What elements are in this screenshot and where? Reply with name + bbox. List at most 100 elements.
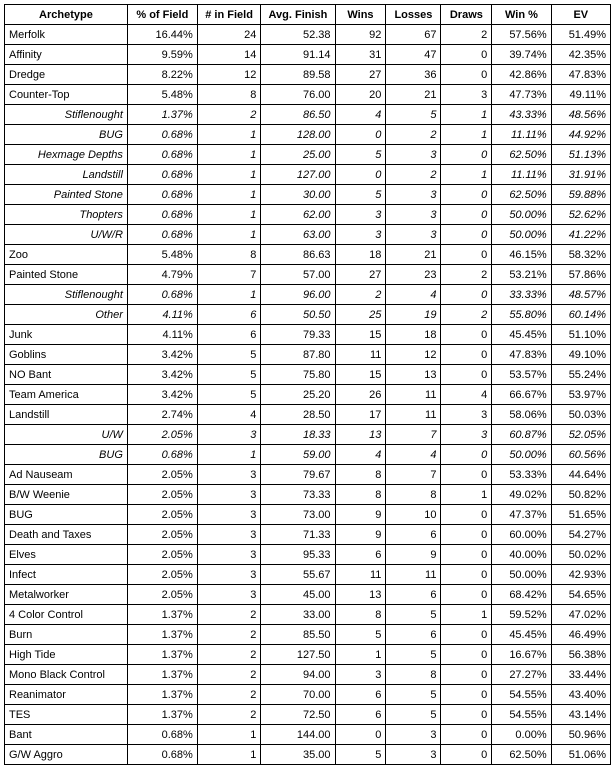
cell-value: 5 xyxy=(197,385,261,405)
cell-value: 15 xyxy=(335,365,386,385)
cell-value: 6 xyxy=(386,625,441,645)
cell-value: 2 xyxy=(386,125,441,145)
cell-value: 2.05% xyxy=(127,465,197,485)
cell-value: 1.37% xyxy=(127,705,197,725)
cell-value: 1 xyxy=(441,105,492,125)
table-row: Landstill0.68%1127.0002111.11%31.91% xyxy=(5,165,611,185)
cell-value: 39.74% xyxy=(492,45,551,65)
cell-value: 58.06% xyxy=(492,405,551,425)
cell-value: 9.59% xyxy=(127,45,197,65)
cell-archetype: Thopters xyxy=(5,205,128,225)
table-row: Merfolk16.44%2452.389267257.56%51.49% xyxy=(5,25,611,45)
cell-value: 18.33 xyxy=(261,425,335,445)
cell-value: 66.67% xyxy=(492,385,551,405)
cell-value: 31.91% xyxy=(551,165,610,185)
cell-archetype: BUG xyxy=(5,505,128,525)
cell-value: 60.00% xyxy=(492,525,551,545)
cell-value: 18 xyxy=(386,325,441,345)
table-row: NO Bant3.42%575.801513053.57%55.24% xyxy=(5,365,611,385)
cell-value: 5 xyxy=(335,185,386,205)
col-draws: Draws xyxy=(441,5,492,25)
cell-value: 45.00 xyxy=(261,585,335,605)
col-win-pct: Win % xyxy=(492,5,551,25)
cell-value: 73.00 xyxy=(261,505,335,525)
cell-value: 0.68% xyxy=(127,725,197,745)
cell-archetype: BUG xyxy=(5,445,128,465)
table-row: Counter-Top5.48%876.002021347.73%49.11% xyxy=(5,85,611,105)
cell-value: 4 xyxy=(335,445,386,465)
cell-value: 14 xyxy=(197,45,261,65)
cell-archetype: High Tide xyxy=(5,645,128,665)
cell-value: 85.50 xyxy=(261,625,335,645)
cell-value: 57.00 xyxy=(261,265,335,285)
cell-value: 5 xyxy=(335,745,386,765)
table-row: BUG0.68%159.0044050.00%60.56% xyxy=(5,445,611,465)
cell-value: 25.20 xyxy=(261,385,335,405)
cell-value: 6 xyxy=(335,705,386,725)
cell-value: 40.00% xyxy=(492,545,551,565)
cell-value: 3 xyxy=(197,505,261,525)
cell-value: 2 xyxy=(197,705,261,725)
cell-value: 144.00 xyxy=(261,725,335,745)
cell-value: 47.83% xyxy=(492,345,551,365)
cell-value: 54.55% xyxy=(492,685,551,705)
cell-archetype: Bant xyxy=(5,725,128,745)
cell-value: 2 xyxy=(197,685,261,705)
cell-archetype: Ad Nauseam xyxy=(5,465,128,485)
cell-archetype: Reanimator xyxy=(5,685,128,705)
cell-value: 0.68% xyxy=(127,445,197,465)
cell-value: 91.14 xyxy=(261,45,335,65)
cell-value: 18 xyxy=(335,245,386,265)
table-row: Mono Black Control1.37%294.0038027.27%33… xyxy=(5,665,611,685)
cell-value: 49.02% xyxy=(492,485,551,505)
cell-value: 72.50 xyxy=(261,705,335,725)
cell-value: 68.42% xyxy=(492,585,551,605)
cell-value: 6 xyxy=(386,525,441,545)
cell-value: 3.42% xyxy=(127,345,197,365)
cell-value: 2 xyxy=(386,165,441,185)
cell-value: 51.65% xyxy=(551,505,610,525)
cell-value: 7 xyxy=(197,265,261,285)
cell-value: 0 xyxy=(441,65,492,85)
table-row: Burn1.37%285.5056045.45%46.49% xyxy=(5,625,611,645)
table-row: Stiflenought0.68%196.0024033.33%48.57% xyxy=(5,285,611,305)
cell-value: 6 xyxy=(335,545,386,565)
cell-archetype: Other xyxy=(5,305,128,325)
cell-value: 3 xyxy=(441,425,492,445)
cell-value: 0 xyxy=(441,45,492,65)
cell-value: 86.63 xyxy=(261,245,335,265)
cell-value: 0 xyxy=(441,365,492,385)
cell-value: 47.02% xyxy=(551,605,610,625)
cell-value: 3 xyxy=(386,745,441,765)
cell-value: 12 xyxy=(386,345,441,365)
cell-archetype: Infect xyxy=(5,565,128,585)
cell-value: 52.05% xyxy=(551,425,610,445)
table-row: Zoo5.48%886.631821046.15%58.32% xyxy=(5,245,611,265)
cell-value: 59.00 xyxy=(261,445,335,465)
cell-value: 50.02% xyxy=(551,545,610,565)
cell-value: 2.05% xyxy=(127,585,197,605)
cell-value: 5 xyxy=(386,645,441,665)
cell-value: 23 xyxy=(386,265,441,285)
cell-value: 0.68% xyxy=(127,145,197,165)
table-row: Goblins3.42%587.801112047.83%49.10% xyxy=(5,345,611,365)
cell-value: 0 xyxy=(441,745,492,765)
cell-value: 58.32% xyxy=(551,245,610,265)
table-row: Bant0.68%1144.000300.00%50.96% xyxy=(5,725,611,745)
cell-value: 60.87% xyxy=(492,425,551,445)
cell-value: 27 xyxy=(335,265,386,285)
table-row: Ad Nauseam2.05%379.6787053.33%44.64% xyxy=(5,465,611,485)
cell-archetype: Goblins xyxy=(5,345,128,365)
table-row: U/W2.05%318.33137360.87%52.05% xyxy=(5,425,611,445)
cell-value: 44.64% xyxy=(551,465,610,485)
cell-value: 53.97% xyxy=(551,385,610,405)
archetype-table: Archetype % of Field # in Field Avg. Fin… xyxy=(4,4,611,765)
cell-value: 7 xyxy=(386,465,441,485)
table-row: Junk4.11%679.331518045.45%51.10% xyxy=(5,325,611,345)
cell-value: 51.10% xyxy=(551,325,610,345)
cell-value: 47 xyxy=(386,45,441,65)
cell-value: 0 xyxy=(441,205,492,225)
table-row: Elves2.05%395.3369040.00%50.02% xyxy=(5,545,611,565)
cell-value: 0 xyxy=(441,345,492,365)
table-row: Painted Stone0.68%130.0053062.50%59.88% xyxy=(5,185,611,205)
